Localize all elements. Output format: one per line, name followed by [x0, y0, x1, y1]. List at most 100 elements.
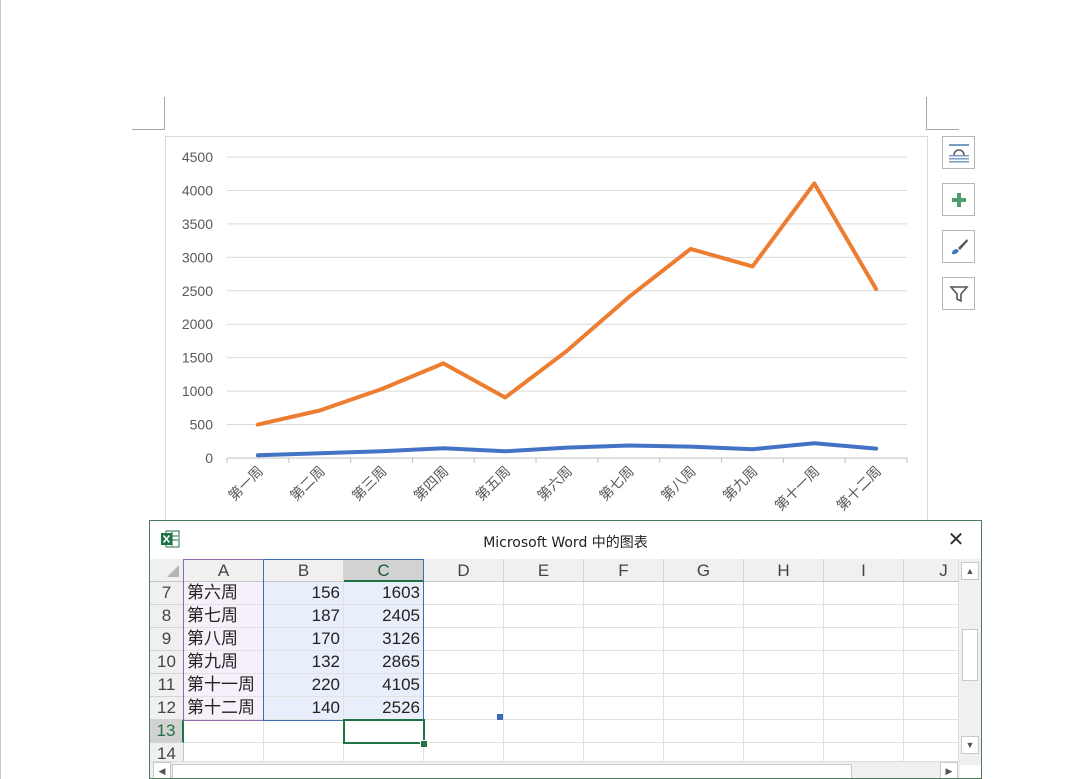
chart-filters-button[interactable] — [942, 277, 975, 310]
cell-f7[interactable] — [584, 582, 664, 605]
cell-h13[interactable] — [744, 720, 824, 743]
cell-e7[interactable] — [504, 582, 584, 605]
close-button[interactable]: ✕ — [945, 529, 967, 551]
column-header-e[interactable]: E — [504, 559, 584, 582]
cell-a8[interactable]: 第七周 — [184, 605, 264, 628]
cell-i14[interactable] — [824, 743, 904, 764]
cell-e10[interactable] — [504, 651, 584, 674]
select-all-corner[interactable] — [150, 559, 184, 582]
cell-c10[interactable]: 2865 — [344, 651, 424, 674]
row-header[interactable]: 7 — [150, 582, 184, 605]
cell-j7[interactable] — [904, 582, 958, 605]
cell-b13[interactable] — [264, 720, 344, 743]
cell-c9[interactable]: 3126 — [344, 628, 424, 651]
cell-e11[interactable] — [504, 674, 584, 697]
row-header[interactable]: 11 — [150, 674, 184, 697]
cell-d12[interactable] — [424, 697, 504, 720]
column-header-j[interactable]: J — [904, 559, 958, 582]
cell-a7[interactable]: 第六周 — [184, 582, 264, 605]
cell-a11[interactable]: 第十一周 — [184, 674, 264, 697]
cell-d13[interactable] — [424, 720, 504, 743]
horizontal-scroll-thumb[interactable] — [172, 764, 852, 778]
layout-options-button[interactable] — [942, 136, 975, 169]
cell-i9[interactable] — [824, 628, 904, 651]
cell-b12[interactable]: 140 — [264, 697, 344, 720]
cell-e14[interactable] — [504, 743, 584, 764]
row-header[interactable]: 13 — [150, 720, 184, 743]
cell-d8[interactable] — [424, 605, 504, 628]
cell-e12[interactable] — [504, 697, 584, 720]
cell-g11[interactable] — [664, 674, 744, 697]
cell-b7[interactable]: 156 — [264, 582, 344, 605]
cell-e13[interactable] — [504, 720, 584, 743]
cell-h12[interactable] — [744, 697, 824, 720]
cell-f9[interactable] — [584, 628, 664, 651]
cell-d14[interactable] — [424, 743, 504, 764]
cell-f13[interactable] — [584, 720, 664, 743]
cell-g14[interactable] — [664, 743, 744, 764]
cell-g7[interactable] — [664, 582, 744, 605]
cell-j11[interactable] — [904, 674, 958, 697]
cell-a9[interactable]: 第八周 — [184, 628, 264, 651]
cell-i8[interactable] — [824, 605, 904, 628]
cell-f10[interactable] — [584, 651, 664, 674]
fill-handle[interactable] — [420, 740, 428, 748]
cell-a13[interactable] — [184, 720, 264, 743]
cell-b10[interactable]: 132 — [264, 651, 344, 674]
cell-b14[interactable] — [264, 743, 344, 764]
cell-c7[interactable]: 1603 — [344, 582, 424, 605]
horizontal-scrollbar[interactable]: ◀ ▶ — [150, 761, 960, 778]
row-header[interactable]: 9 — [150, 628, 184, 651]
cell-e8[interactable] — [504, 605, 584, 628]
cell-h8[interactable] — [744, 605, 824, 628]
cell-f8[interactable] — [584, 605, 664, 628]
cell-j13[interactable] — [904, 720, 958, 743]
vertical-scrollbar[interactable]: ▲ ▼ — [958, 559, 981, 765]
cell-g8[interactable] — [664, 605, 744, 628]
cell-e9[interactable] — [504, 628, 584, 651]
column-header-i[interactable]: I — [824, 559, 904, 582]
cell-a12[interactable]: 第十二周 — [184, 697, 264, 720]
cell-d11[interactable] — [424, 674, 504, 697]
cell-h10[interactable] — [744, 651, 824, 674]
cell-b8[interactable]: 187 — [264, 605, 344, 628]
cell-h9[interactable] — [744, 628, 824, 651]
row-header[interactable]: 8 — [150, 605, 184, 628]
column-header-a[interactable]: A — [184, 559, 264, 582]
excel-titlebar[interactable]: Microsoft Word 中的图表 ✕ — [150, 521, 981, 559]
cell-h11[interactable] — [744, 674, 824, 697]
cell-d10[interactable] — [424, 651, 504, 674]
chart-area[interactable]: 4500 4000 3500 3000 2500 2000 1500 1000 500 0 第一周第… — [165, 136, 928, 538]
cell-c13[interactable] — [344, 720, 424, 743]
row-header[interactable]: 12 — [150, 697, 184, 720]
chart-styles-button[interactable] — [942, 230, 975, 263]
cell-f11[interactable] — [584, 674, 664, 697]
cell-c14[interactable] — [344, 743, 424, 764]
cell-c8[interactable]: 2405 — [344, 605, 424, 628]
cell-a10[interactable]: 第九周 — [184, 651, 264, 674]
cell-b9[interactable]: 170 — [264, 628, 344, 651]
cell-b11[interactable]: 220 — [264, 674, 344, 697]
chart-elements-button[interactable] — [942, 183, 975, 216]
scroll-up-button[interactable]: ▲ — [961, 562, 979, 580]
cell-a14[interactable] — [184, 743, 264, 764]
column-header-g[interactable]: G — [664, 559, 744, 582]
cell-i12[interactable] — [824, 697, 904, 720]
cell-h14[interactable] — [744, 743, 824, 764]
cell-i13[interactable] — [824, 720, 904, 743]
scroll-down-button[interactable]: ▼ — [961, 736, 979, 754]
cell-j9[interactable] — [904, 628, 958, 651]
cell-i11[interactable] — [824, 674, 904, 697]
row-header[interactable]: 10 — [150, 651, 184, 674]
cell-g10[interactable] — [664, 651, 744, 674]
cell-d9[interactable] — [424, 628, 504, 651]
column-header-d[interactable]: D — [424, 559, 504, 582]
range-resize-handle[interactable] — [497, 714, 503, 720]
scroll-right-button[interactable]: ▶ — [940, 762, 958, 778]
scroll-left-button[interactable]: ◀ — [153, 762, 171, 778]
column-header-h[interactable]: H — [744, 559, 824, 582]
cell-i10[interactable] — [824, 651, 904, 674]
cell-f14[interactable] — [584, 743, 664, 764]
column-header-f[interactable]: F — [584, 559, 664, 582]
cell-f12[interactable] — [584, 697, 664, 720]
